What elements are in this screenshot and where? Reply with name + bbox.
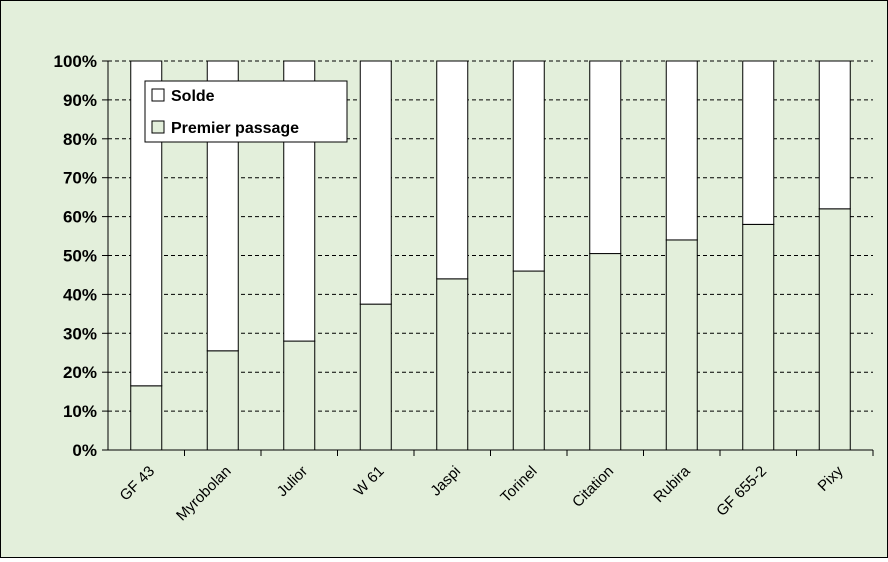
legend-swatch-premier-passage: [151, 120, 165, 134]
bar-premier-passage: [130, 385, 163, 451]
axes: [102, 60, 874, 456]
y-tick-label: 100%: [54, 52, 97, 71]
bar-premier-passage: [742, 223, 775, 451]
bar-premier-passage: [283, 340, 316, 451]
bar-premier-passage: [665, 239, 698, 451]
bar-premier-passage: [359, 303, 392, 451]
legend-label-solde: Solde: [171, 88, 215, 105]
bar-premier-passage: [512, 270, 545, 451]
bar-premier-passage: [818, 208, 851, 451]
bar-premier-passage: [436, 278, 469, 451]
bar-solde: [512, 60, 545, 272]
y-tick-label: 40%: [63, 285, 97, 304]
legend: Solde Premier passage: [144, 80, 348, 143]
legend-label-premier-passage: Premier passage: [171, 120, 299, 137]
y-tick-label: 10%: [63, 402, 97, 421]
bar-solde: [589, 60, 622, 255]
y-tick-label: 20%: [63, 363, 97, 382]
bar-solde: [436, 60, 469, 280]
y-tick-label: 30%: [63, 324, 97, 343]
y-tick-label: 90%: [63, 91, 97, 110]
bar-solde: [742, 60, 775, 225]
legend-box: [144, 80, 348, 143]
y-tick-label: 60%: [63, 208, 97, 227]
legend-swatch-solde: [151, 88, 165, 102]
bar-solde: [818, 60, 851, 210]
y-tick-label: 80%: [63, 130, 97, 149]
y-tick-label: 0%: [72, 441, 97, 460]
bar-solde: [665, 60, 698, 241]
y-tick-label: 50%: [63, 247, 97, 266]
bar-solde: [359, 60, 392, 305]
bar-premier-passage: [206, 350, 239, 451]
y-tick-labels: 0% 10% 20% 30% 40% 50% 60% 70% 80% 90% 100%: [54, 52, 97, 460]
bar-premier-passage: [589, 253, 622, 451]
y-tick-label: 70%: [63, 169, 97, 188]
